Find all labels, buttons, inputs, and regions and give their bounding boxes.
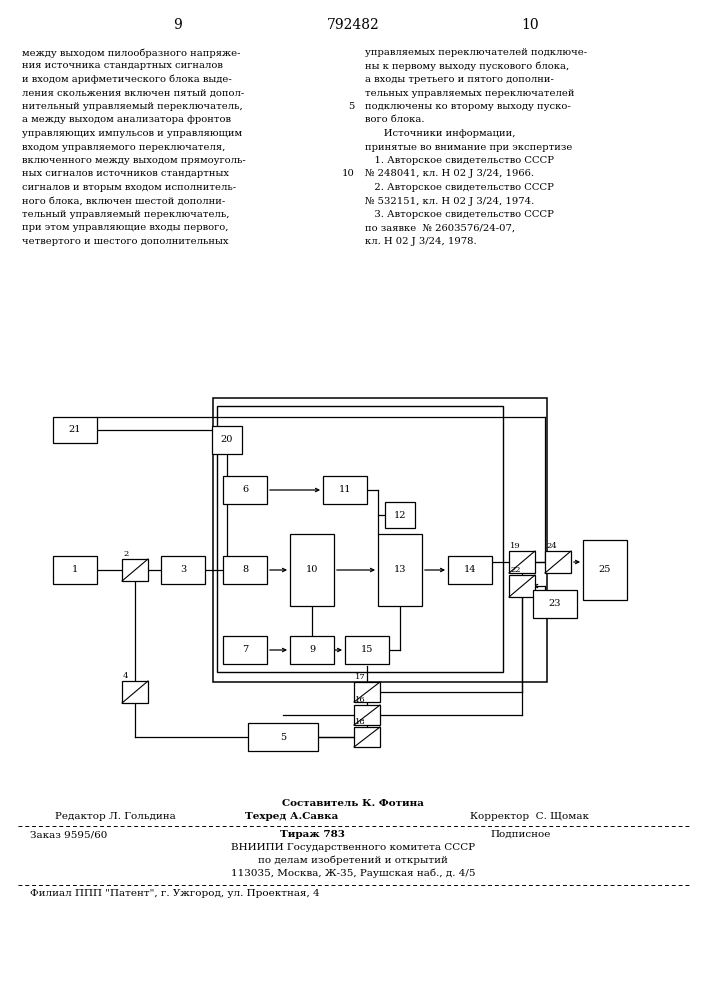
Text: 7: 7 [242, 646, 248, 654]
Text: принятые во внимание при экспертизе: принятые во внимание при экспертизе [365, 142, 573, 151]
Bar [53, 417, 97, 443]
Text: ния источника стандартных сигналов: ния источника стандартных сигналов [22, 62, 223, 70]
Bar [509, 551, 535, 573]
Text: 792482: 792482 [327, 18, 380, 32]
Text: по делам изобретений и открытий: по делам изобретений и открытий [258, 856, 448, 865]
Text: 17: 17 [355, 673, 366, 681]
Text: 22: 22 [510, 566, 520, 574]
Text: 2. Авторское свидетельство СССР: 2. Авторское свидетельство СССР [365, 183, 554, 192]
Bar [53, 556, 97, 584]
Bar [509, 575, 535, 597]
Bar [223, 476, 267, 504]
Text: Техред А.Савка: Техред А.Савка [245, 812, 338, 821]
Text: Тираж 783: Тираж 783 [280, 830, 345, 839]
Text: 8: 8 [242, 566, 248, 574]
Text: между выходом пилообразного напряже-: между выходом пилообразного напряже- [22, 48, 240, 57]
Text: сигналов и вторым входом исполнитель-: сигналов и вторым входом исполнитель- [22, 183, 236, 192]
Text: 18: 18 [355, 718, 366, 726]
Text: 24: 24 [546, 542, 556, 550]
Text: ны к первому выходу пускового блока,: ны к первому выходу пускового блока, [365, 62, 569, 71]
Bar [290, 636, 334, 664]
Text: 5: 5 [280, 732, 286, 742]
Text: входом управляемого переключателя,: входом управляемого переключателя, [22, 142, 226, 151]
Text: Заказ 9595/60: Заказ 9595/60 [30, 830, 107, 839]
Text: 25: 25 [599, 566, 611, 574]
Text: 5: 5 [349, 102, 355, 111]
Text: 9: 9 [173, 18, 182, 32]
Bar [223, 636, 267, 664]
Bar [354, 705, 380, 725]
Text: 23: 23 [549, 599, 561, 608]
Bar [385, 502, 415, 528]
Text: Корректор  С. Щомак: Корректор С. Щомак [470, 812, 589, 821]
Text: по заявке  № 2603576/24-07,: по заявке № 2603576/24-07, [365, 224, 515, 232]
Text: 20: 20 [221, 436, 233, 444]
Text: 9: 9 [309, 646, 315, 654]
Text: 3. Авторское свидетельство СССР: 3. Авторское свидетельство СССР [365, 210, 554, 219]
Bar [213, 398, 547, 682]
Text: кл. Н 02 J 3/24, 1978.: кл. Н 02 J 3/24, 1978. [365, 237, 477, 246]
Text: 10: 10 [306, 566, 318, 574]
Text: 14: 14 [464, 566, 477, 574]
Bar [161, 556, 205, 584]
Bar [378, 534, 422, 606]
Text: управляемых переключателей подключе-: управляемых переключателей подключе- [365, 48, 587, 57]
Text: тельный управляемый переключатель,: тельный управляемый переключатель, [22, 210, 230, 219]
Text: 10: 10 [342, 169, 355, 178]
Text: № 532151, кл. Н 02 J 3/24, 1974.: № 532151, кл. Н 02 J 3/24, 1974. [365, 196, 534, 206]
Text: и входом арифметического блока выде-: и входом арифметического блока выде- [22, 75, 232, 85]
Text: Подписное: Подписное [490, 830, 550, 839]
Text: 113035, Москва, Ж-35, Раушская наб., д. 4/5: 113035, Москва, Ж-35, Раушская наб., д. … [230, 868, 475, 878]
Text: Редактор Л. Гольдина: Редактор Л. Гольдина [55, 812, 176, 821]
Bar [354, 727, 380, 747]
Text: ления скольжения включен пятый допол-: ления скольжения включен пятый допол- [22, 89, 244, 98]
Text: включенного между выходом прямоуголь-: включенного между выходом прямоуголь- [22, 156, 246, 165]
Text: а входы третьего и пятого дополни-: а входы третьего и пятого дополни- [365, 75, 554, 84]
Bar [217, 406, 503, 672]
Text: 4: 4 [123, 672, 129, 680]
Text: 21: 21 [69, 426, 81, 434]
Bar [545, 551, 571, 573]
Text: Источники информации,: Источники информации, [365, 129, 515, 138]
Text: управляющих импульсов и управляющим: управляющих импульсов и управляющим [22, 129, 242, 138]
Text: 15: 15 [361, 646, 373, 654]
Bar [323, 476, 367, 504]
Text: 3: 3 [180, 566, 186, 574]
Bar [223, 556, 267, 584]
Bar [122, 559, 148, 581]
Text: 13: 13 [394, 566, 407, 574]
Text: 2: 2 [123, 550, 128, 558]
Text: ного блока, включен шестой дополни-: ного блока, включен шестой дополни- [22, 196, 226, 206]
Text: нительный управляемый переключатель,: нительный управляемый переключатель, [22, 102, 243, 111]
Text: 1. Авторское свидетельство СССР: 1. Авторское свидетельство СССР [365, 156, 554, 165]
Bar [248, 723, 318, 751]
Text: 6: 6 [242, 486, 248, 494]
Text: четвертого и шестого дополнительных: четвертого и шестого дополнительных [22, 237, 228, 246]
Bar [448, 556, 492, 584]
Text: а между выходом анализатора фронтов: а между выходом анализатора фронтов [22, 115, 231, 124]
Text: при этом управляющие входы первого,: при этом управляющие входы первого, [22, 224, 228, 232]
Text: 11: 11 [339, 486, 351, 494]
Text: 1: 1 [72, 566, 78, 574]
Text: вого блока.: вого блока. [365, 115, 424, 124]
Text: тельных управляемых переключателей: тельных управляемых переключателей [365, 89, 575, 98]
Text: 12: 12 [394, 510, 407, 520]
Text: 16: 16 [355, 696, 366, 704]
Bar [345, 636, 389, 664]
Text: ВНИИПИ Государственного комитета СССР: ВНИИПИ Государственного комитета СССР [231, 843, 475, 852]
Bar [290, 534, 334, 606]
Text: ных сигналов источников стандартных: ных сигналов источников стандартных [22, 169, 229, 178]
Text: 19: 19 [510, 542, 521, 550]
Bar [354, 682, 380, 702]
Text: № 248041, кл. Н 02 J 3/24, 1966.: № 248041, кл. Н 02 J 3/24, 1966. [365, 169, 534, 178]
Bar [212, 426, 242, 454]
Text: Филиал ППП "Патент", г. Ужгород, ул. Проектная, 4: Филиал ППП "Патент", г. Ужгород, ул. Про… [30, 889, 320, 898]
Text: подключены ко второму выходу пуско-: подключены ко второму выходу пуско- [365, 102, 571, 111]
Bar [122, 681, 148, 703]
Bar [583, 540, 627, 600]
Bar [533, 590, 577, 618]
Text: 10: 10 [521, 18, 539, 32]
Text: Составитель К. Фотина: Составитель К. Фотина [282, 799, 424, 808]
